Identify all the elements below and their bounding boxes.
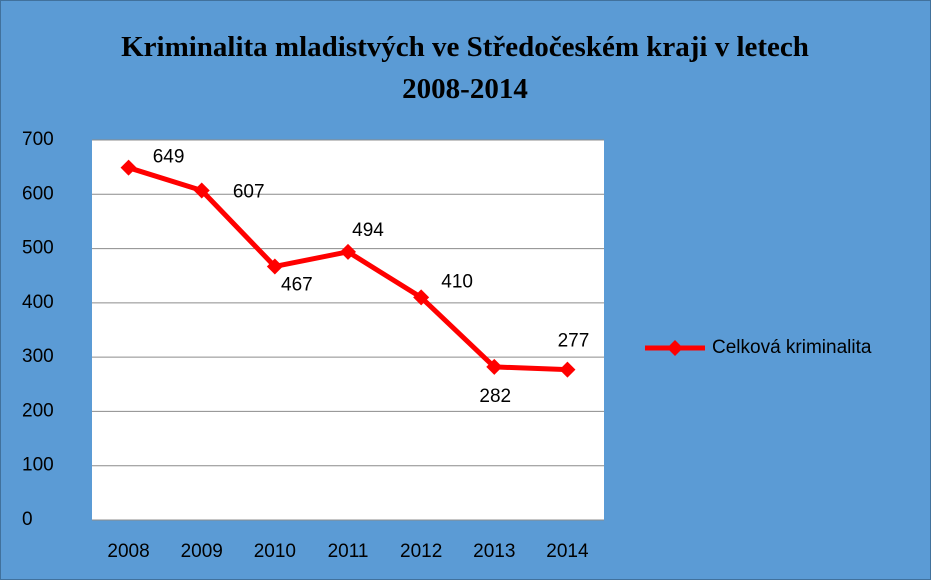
x-tick-label: 2008 [107,541,149,562]
marker [340,243,356,260]
y-tick-label: 300 [22,346,54,367]
y-tick-label: 600 [22,183,54,204]
data-label: 649 [153,147,185,168]
legend-marker [667,340,683,356]
x-tick-label: 2014 [546,541,589,562]
data-label: 607 [233,182,265,203]
x-tick-label: 2010 [254,541,296,562]
x-tick-label: 2012 [400,541,442,562]
marker [193,182,210,199]
y-tick-label: 200 [22,400,54,421]
plot-area [92,140,604,520]
x-tick-label: 2009 [181,541,223,562]
marker [559,361,576,378]
chart-title: Kriminalita mladistvých ve Středočeském … [121,31,809,105]
data-label: 277 [558,331,590,352]
marker [413,289,430,306]
x-tick-label: 2013 [473,541,515,562]
marker [266,258,283,275]
data-label: 410 [441,271,473,292]
marker [120,159,137,176]
y-tick-label: 700 [22,129,54,150]
y-tick-label: 400 [22,292,54,313]
x-tick-label: 2011 [328,541,369,562]
data-label: 467 [281,275,313,296]
marker [486,358,503,375]
data-label: 282 [479,386,511,407]
y-tick-label: 100 [22,455,54,476]
y-tick-label: 500 [22,238,54,259]
legend-label: Celková kriminalita [712,337,872,358]
data-label: 494 [352,220,384,241]
y-tick-label: 0 [22,509,33,530]
